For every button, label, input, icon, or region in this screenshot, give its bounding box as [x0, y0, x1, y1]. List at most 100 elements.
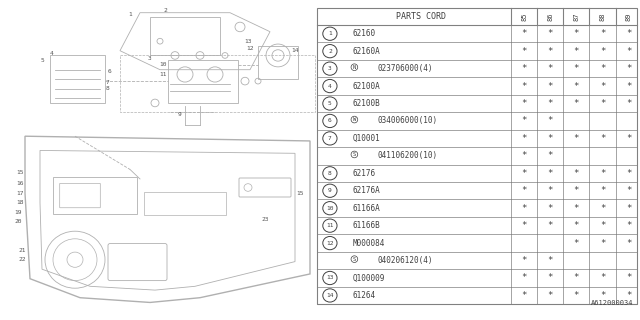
Text: *: *: [626, 274, 631, 283]
Text: *: *: [522, 169, 527, 178]
Text: *: *: [548, 82, 553, 91]
Text: *: *: [626, 29, 631, 38]
Text: *: *: [522, 99, 527, 108]
Text: 62100B: 62100B: [353, 99, 381, 108]
Text: *: *: [548, 291, 553, 300]
Text: 62160A: 62160A: [353, 47, 381, 56]
Text: N: N: [353, 65, 356, 70]
Text: 11: 11: [326, 223, 333, 228]
Text: *: *: [600, 274, 605, 283]
Text: *: *: [600, 47, 605, 56]
Text: *: *: [548, 47, 553, 56]
Text: *: *: [573, 169, 579, 178]
Text: 16: 16: [16, 181, 24, 186]
Text: 12: 12: [326, 241, 333, 245]
Text: *: *: [548, 256, 553, 265]
Text: *: *: [626, 47, 631, 56]
Text: 89: 89: [625, 12, 632, 20]
Text: *: *: [573, 239, 579, 248]
Text: 87: 87: [573, 12, 579, 20]
Text: 11: 11: [159, 72, 167, 77]
Text: *: *: [548, 99, 553, 108]
Text: *: *: [522, 186, 527, 195]
Text: 14: 14: [326, 293, 333, 298]
Text: 034006000(10): 034006000(10): [377, 116, 437, 125]
Text: *: *: [522, 151, 527, 160]
Text: *: *: [626, 134, 631, 143]
Text: 3: 3: [328, 66, 332, 71]
Text: *: *: [600, 134, 605, 143]
Text: 5: 5: [328, 101, 332, 106]
Text: *: *: [600, 99, 605, 108]
Text: *: *: [522, 221, 527, 230]
Text: 10: 10: [159, 62, 167, 68]
Text: 7: 7: [105, 80, 109, 84]
Text: *: *: [600, 291, 605, 300]
Text: *: *: [600, 169, 605, 178]
Text: 9: 9: [328, 188, 332, 193]
Text: *: *: [600, 186, 605, 195]
Text: *: *: [548, 116, 553, 125]
Text: *: *: [626, 204, 631, 213]
Text: *: *: [573, 221, 579, 230]
Text: 62176: 62176: [353, 169, 376, 178]
Text: 15: 15: [16, 170, 24, 175]
Text: *: *: [548, 274, 553, 283]
Text: 3: 3: [148, 56, 152, 61]
Text: 9: 9: [178, 112, 182, 117]
Text: 13: 13: [244, 39, 252, 44]
Text: *: *: [626, 82, 631, 91]
Text: 61264: 61264: [353, 291, 376, 300]
Text: *: *: [600, 29, 605, 38]
Text: *: *: [600, 64, 605, 73]
Text: *: *: [548, 186, 553, 195]
Text: 6: 6: [328, 118, 332, 124]
Text: *: *: [522, 291, 527, 300]
Text: 86: 86: [547, 12, 553, 20]
Text: 62176A: 62176A: [353, 186, 381, 195]
Text: M000084: M000084: [353, 239, 385, 248]
Text: 15: 15: [296, 191, 304, 196]
Text: *: *: [522, 256, 527, 265]
Text: *: *: [522, 82, 527, 91]
Text: 19: 19: [14, 210, 22, 215]
Text: 023706000(4): 023706000(4): [377, 64, 433, 73]
Text: 17: 17: [16, 191, 24, 196]
Text: 8: 8: [328, 171, 332, 176]
Text: 10: 10: [326, 206, 333, 211]
Text: 4: 4: [328, 84, 332, 89]
Text: 85: 85: [521, 12, 527, 20]
Text: *: *: [522, 134, 527, 143]
Text: *: *: [548, 29, 553, 38]
Text: 20: 20: [14, 219, 22, 224]
Text: *: *: [548, 169, 553, 178]
Text: *: *: [522, 47, 527, 56]
Text: *: *: [626, 186, 631, 195]
Text: *: *: [573, 82, 579, 91]
Text: *: *: [573, 274, 579, 283]
Text: 8: 8: [105, 86, 109, 91]
Text: S: S: [353, 152, 356, 157]
Text: 23: 23: [261, 217, 269, 222]
Text: 22: 22: [19, 257, 26, 262]
Text: *: *: [626, 239, 631, 248]
Text: 2: 2: [163, 8, 167, 13]
Text: 4: 4: [50, 51, 54, 56]
Text: 7: 7: [328, 136, 332, 141]
Text: *: *: [522, 29, 527, 38]
Text: *: *: [573, 47, 579, 56]
Text: 1: 1: [128, 12, 132, 17]
Text: 2: 2: [328, 49, 332, 54]
Text: 5: 5: [40, 58, 44, 63]
Text: *: *: [522, 116, 527, 125]
Text: *: *: [600, 204, 605, 213]
Text: *: *: [600, 239, 605, 248]
Text: PARTS CORD: PARTS CORD: [396, 12, 446, 21]
Text: *: *: [548, 204, 553, 213]
Text: *: *: [626, 291, 631, 300]
Text: 61166A: 61166A: [353, 204, 381, 213]
Text: 18: 18: [16, 200, 24, 205]
Text: *: *: [522, 64, 527, 73]
Text: *: *: [573, 204, 579, 213]
Text: 14: 14: [291, 48, 299, 53]
